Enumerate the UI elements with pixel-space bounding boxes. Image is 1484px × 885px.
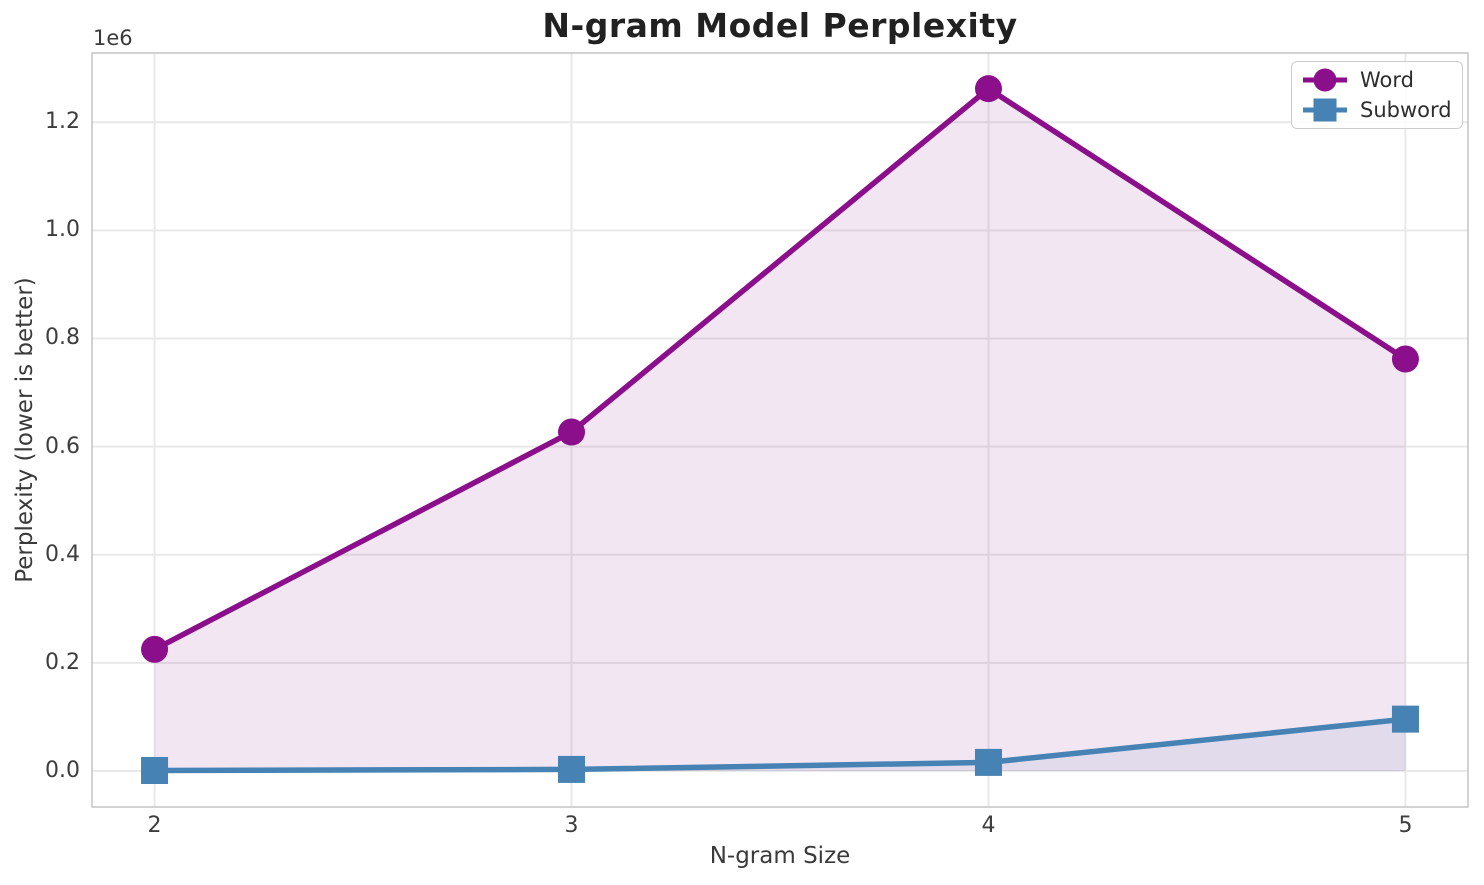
- x-tick-label: 4: [981, 813, 996, 838]
- legend: Word Subword: [1291, 61, 1463, 129]
- y-tick-label: 0.2: [45, 649, 80, 675]
- legend-item-subword: Subword: [1302, 96, 1452, 124]
- y-tick-label: 0.4: [45, 541, 80, 567]
- data-point-subword: [974, 748, 1002, 776]
- plot-border: [91, 52, 1469, 808]
- data-point-word: [974, 75, 1002, 103]
- series-line-subword: [151, 716, 1409, 774]
- y-axis-offset-text: 1e6: [93, 26, 133, 50]
- data-point-word: [141, 635, 169, 663]
- x-tick-label: 3: [564, 813, 579, 838]
- data-point-word: [558, 418, 586, 446]
- data-point-subword: [141, 757, 169, 785]
- y-tick-label: 1.2: [45, 109, 80, 135]
- series-fill-subword: [154, 719, 1406, 772]
- x-axis-label: N-gram Size: [709, 843, 851, 869]
- y-tick-label: 0.0: [45, 758, 80, 784]
- data-point-subword: [558, 755, 586, 783]
- square-marker-icon: [1303, 98, 1347, 122]
- y-axis-label: Perplexity (lower is better): [12, 277, 38, 583]
- series-fill-word: [154, 88, 1406, 772]
- circle-marker-icon: [1303, 68, 1347, 92]
- x-tick-label: 5: [1398, 813, 1413, 838]
- y-tick-label: 0.8: [45, 325, 80, 351]
- legend-item-word: Word: [1302, 66, 1452, 94]
- legend-label: Subword: [1360, 98, 1452, 122]
- data-point-subword: [1391, 705, 1419, 733]
- x-tick-label: 2: [147, 813, 162, 838]
- series-line-word: [151, 85, 1409, 653]
- legend-label: Word: [1360, 68, 1414, 92]
- y-tick-label: 1.0: [45, 217, 80, 243]
- data-point-word: [1391, 345, 1419, 373]
- y-tick-label: 0.6: [45, 433, 80, 459]
- chart-title: N-gram Model Perplexity: [542, 6, 1018, 45]
